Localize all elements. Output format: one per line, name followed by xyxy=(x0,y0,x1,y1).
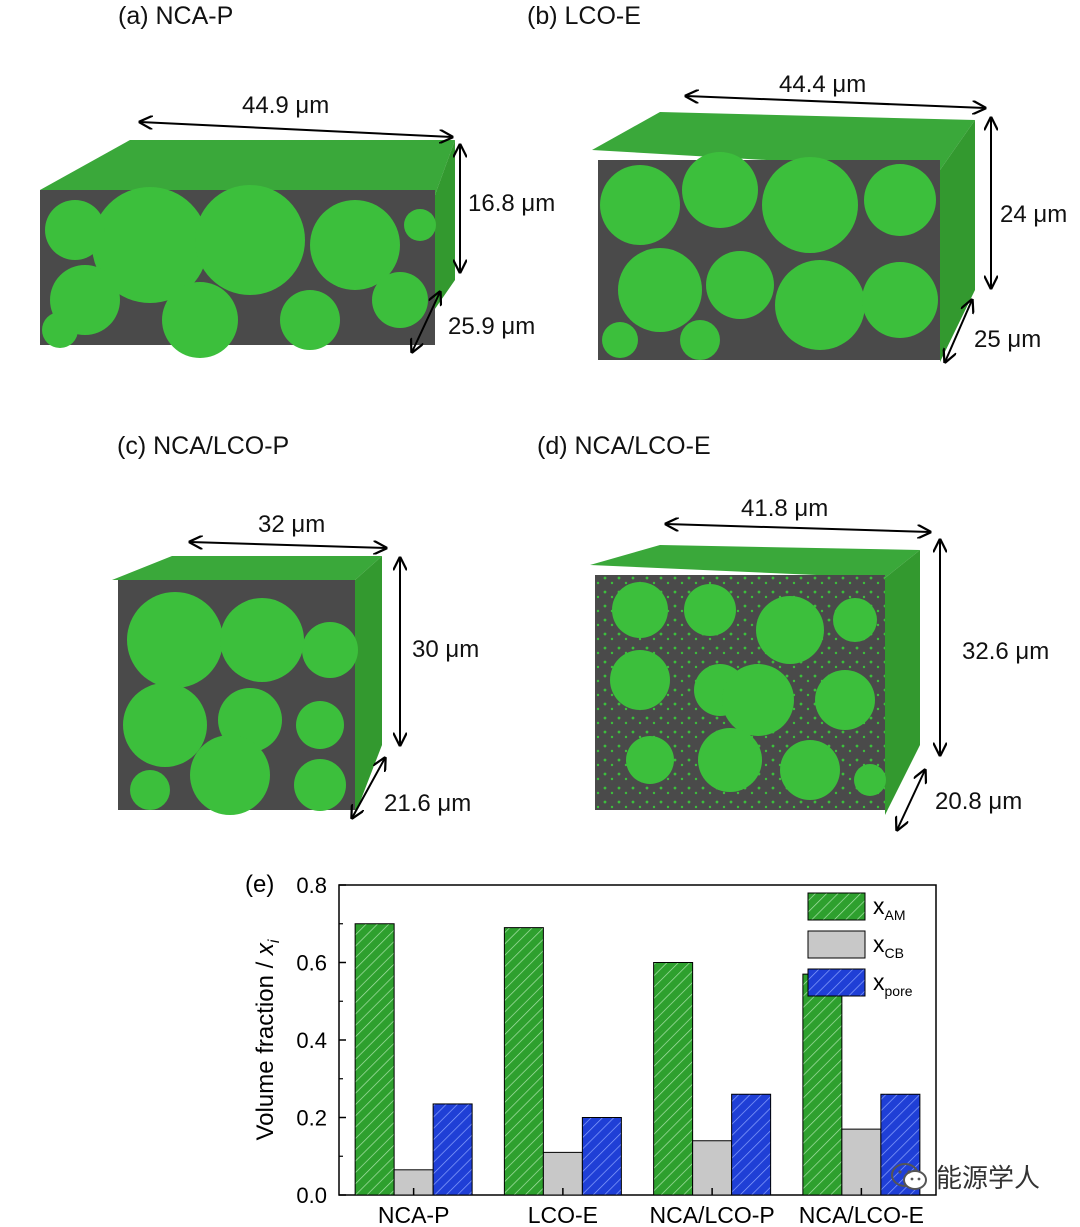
bar-xam xyxy=(503,927,544,1196)
bar-xpore xyxy=(432,1103,473,1196)
y-tick-label: 0.2 xyxy=(296,1106,327,1131)
y-tick-label: 0.4 xyxy=(296,1028,327,1053)
panel-d-rendering xyxy=(590,524,940,830)
panel-b-depth-label: 25 μm xyxy=(974,326,1042,353)
y-tick-label: 0.6 xyxy=(296,951,327,976)
x-tick-label: NCA-P xyxy=(378,1202,450,1227)
wechat-icon xyxy=(891,1162,927,1190)
x-tick-label: NCA/LCO-E xyxy=(799,1202,924,1227)
bar-xcb xyxy=(841,1128,882,1196)
watermark-text: 能源学人 xyxy=(936,1163,1041,1193)
panel-a-depth-label: 25.9 μm xyxy=(448,313,536,340)
panel-a-height-label: 16.8 μm xyxy=(468,190,556,217)
panel-d-height-label: 32.6 μm xyxy=(962,638,1050,665)
panel-c-label: (c) NCA/LCO-P xyxy=(117,432,290,460)
bar-xpore xyxy=(731,1093,772,1196)
legend-swatch-xam xyxy=(807,892,866,921)
panel-c-width-label: 32 μm xyxy=(258,511,326,538)
bar-xam xyxy=(802,973,843,1196)
legend-label-xam: xAM xyxy=(873,893,906,923)
y-tick-label: 0.0 xyxy=(296,1183,327,1208)
bar-xcb xyxy=(692,1140,733,1196)
x-tick-label: NCA/LCO-P xyxy=(650,1202,775,1227)
panel-a-rendering xyxy=(40,122,460,358)
microstructure-renderings xyxy=(40,0,1080,860)
bar-xam xyxy=(354,923,395,1196)
panel-c-height-label: 30 μm xyxy=(412,636,480,663)
bar-xam xyxy=(653,962,694,1196)
watermark: 能源学人 xyxy=(890,1158,1040,1195)
y-tick-label: 0.8 xyxy=(296,873,327,898)
panel-a-label: (a) NCA-P xyxy=(118,2,234,30)
panel-c-rendering xyxy=(112,542,400,818)
panel-b-height-label: 24 μm xyxy=(1000,201,1068,228)
x-tick-label: LCO-E xyxy=(528,1202,598,1227)
legend-label-xpore: xpore xyxy=(873,969,913,999)
legend-swatch-xpore xyxy=(807,968,866,997)
legend-label-xcb: xCB xyxy=(873,931,904,961)
panel-a-width-label: 44.9 μm xyxy=(242,92,330,119)
panel-e-label: (e) xyxy=(245,871,274,898)
bar-xpore xyxy=(581,1117,622,1196)
y-axis-label: Volume fraction / xi xyxy=(252,939,283,1140)
legend-swatch-xcb xyxy=(807,930,866,959)
panel-d-label: (d) NCA/LCO-E xyxy=(537,432,711,460)
panel-c-depth-label: 21.6 μm xyxy=(384,790,472,817)
panel-d-depth-label: 20.8 μm xyxy=(935,788,1023,815)
panel-b-rendering xyxy=(592,96,991,362)
panel-b-label: (b) LCO-E xyxy=(527,2,641,30)
